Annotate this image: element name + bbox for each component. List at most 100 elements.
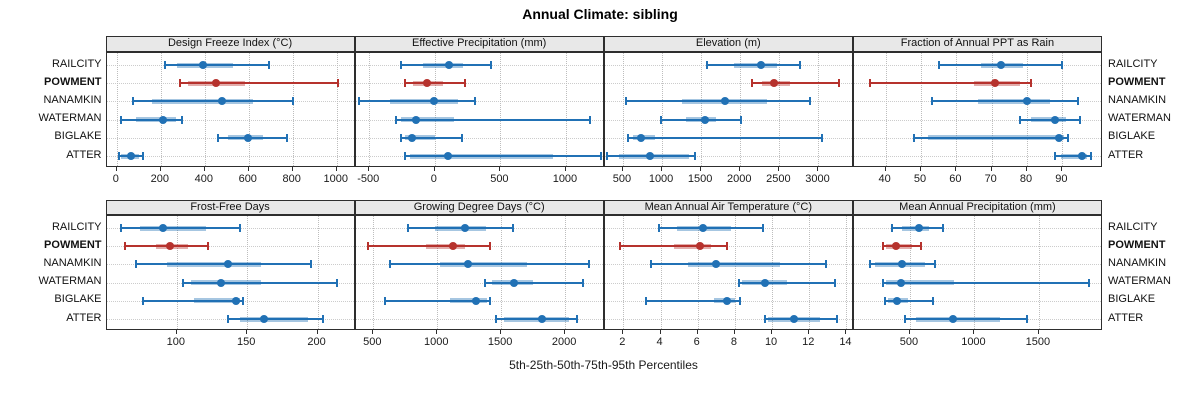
gridline [248,53,250,166]
site-label-right: ATTER [1108,148,1144,161]
interquartile-band [503,316,569,322]
whisker-endcap [164,61,167,69]
whisker-endcap [1054,152,1057,160]
row-guide-line [106,119,354,121]
axis-tick-label: 1500 [687,173,713,185]
axis-tick-label: 70 [984,173,997,185]
whisker-endcap [588,115,591,124]
axis-tick [778,167,780,171]
panel-strip-title: Effective Precipitation (mm) [354,36,604,52]
median-dot [991,79,1000,88]
whisker-endcap [942,224,945,232]
row-guide-line [355,282,603,284]
gridline [956,53,958,166]
site-label-left: POWMENT [44,75,102,88]
axis-tick [436,330,438,334]
axis-tick [246,330,248,334]
whisker-endcap [309,260,312,269]
whisker-endcap [1066,133,1069,142]
gridline [885,53,887,166]
percentile-whisker [120,118,182,121]
median-dot [407,133,416,142]
percentile-whisker [1019,118,1081,121]
axis-tick-label: 3000 [805,173,830,185]
whisker-endcap [123,242,126,251]
whisker-endcap [740,115,743,124]
gridline [921,53,922,166]
percentile-whisker [217,136,288,139]
axis-tick [247,167,249,171]
site-label-left: WATERMAN [38,275,102,288]
whisker-endcap [1026,315,1029,323]
median-dot [1023,97,1032,106]
row-guide-line [853,300,1101,302]
site-label-left: WATERMAN [38,112,102,125]
gridline [1062,53,1064,166]
whisker-endcap [357,97,360,106]
median-dot [645,152,654,160]
percentile-whisker [628,136,822,139]
whisker-endcap [751,79,754,88]
whisker-endcap [706,61,709,69]
panel [354,215,604,330]
percentile-whisker [407,227,513,229]
interquartile-band [1030,117,1066,123]
row-guide-line [106,246,354,248]
gridline [434,53,436,166]
row-guide-line [604,83,852,85]
row-guide-line [853,119,1101,121]
gridline [701,53,703,166]
gridline [623,216,625,329]
gridline [1027,53,1029,166]
interquartile-band [426,243,466,249]
panel-strip-title: Mean Annual Air Temperature (°C) [603,200,853,215]
site-label-left: RAILCITY [51,220,102,233]
whisker-endcap [737,278,740,287]
site-label-left: ATTER [66,311,102,324]
percentile-whisker [884,299,933,302]
gridline [501,216,503,329]
axis-tick-label: 60 [949,173,962,185]
interquartile-band [734,62,777,68]
axis-tick-label: 2500 [766,173,791,185]
axis-tick-label: 1000 [323,173,348,185]
whisker-endcap [582,278,584,287]
median-dot [211,79,220,88]
interquartile-band [688,261,780,267]
percentile-whisker [358,100,476,103]
axis-tick-label: 1000 [552,173,578,185]
gridline [772,216,774,329]
percentile-whisker [227,318,324,320]
interquartile-band [886,280,954,286]
median-dot [509,278,518,287]
interquartile-band [977,98,1050,104]
panel-strip-title: Fraction of Annual PPT as Rain [852,36,1102,52]
whisker-endcap [495,315,498,323]
whisker-endcap [644,296,647,305]
site-label-left: BIGLAKE [54,293,102,306]
median-dot [412,115,421,124]
whisker-endcap [739,296,742,305]
gridline [565,53,567,166]
whisker-endcap [239,224,242,232]
gridline [160,53,162,166]
percentile-whisker [401,136,463,139]
median-dot [448,242,457,251]
axis-tick-label: 100 [166,336,186,348]
whisker-endcap [181,278,184,287]
median-dot [260,315,269,323]
percentile-whisker [752,82,840,85]
whisker-endcap [930,97,933,106]
median-dot [443,152,452,160]
row-guide-line [355,319,603,320]
whisker-endcap [934,260,937,269]
axis-tick-label: 1500 [487,336,513,348]
site-label-right: WATERMAN [1108,275,1171,288]
whisker-endcap [693,152,696,160]
row-guide-line [853,264,1101,266]
axis-tick-label: 90 [1055,173,1068,185]
gridline [909,216,911,329]
panel-strip-title: Frost-Free Days [105,200,355,215]
axis-tick-label: 2 [619,336,626,348]
median-dot [720,97,729,106]
